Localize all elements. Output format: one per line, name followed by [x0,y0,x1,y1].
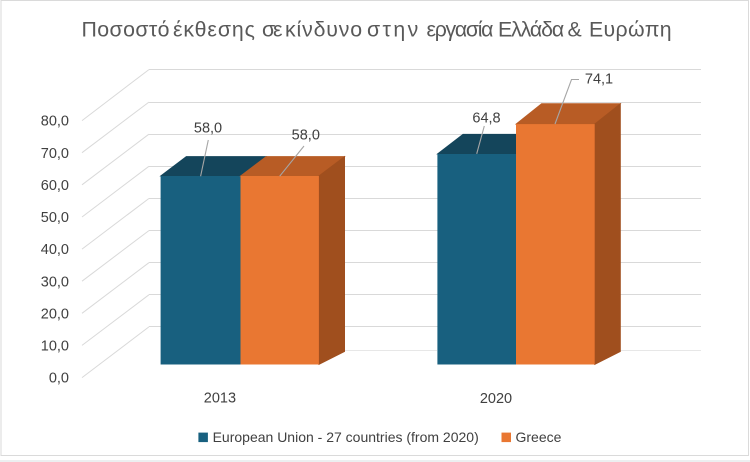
svg-text:στην: στην [367,17,421,41]
svg-text:&: & [568,17,582,41]
svg-text:κίνδυνο: κίνδυνο [285,17,363,41]
svg-text:0,0: 0,0 [49,371,69,387]
svg-text:Ευρώπη: Ευρώπη [589,17,672,41]
svg-text:Ελλάδα: Ελλάδα [498,17,564,41]
svg-text:εργασία: εργασία [427,17,494,41]
svg-text:80,0: 80,0 [41,114,69,130]
svg-text:64,8: 64,8 [472,111,500,127]
svg-text:20,0: 20,0 [41,306,69,322]
svg-text:58,0: 58,0 [194,120,222,136]
svg-text:70,0: 70,0 [41,146,69,162]
svg-text:European Union - 27 countries: European Union - 27 countries (from 2020… [213,429,479,445]
svg-text:50,0: 50,0 [41,210,69,226]
svg-text:10,0: 10,0 [41,339,69,355]
svg-text:60,0: 60,0 [41,178,69,194]
svg-text:σε: σε [262,17,283,41]
svg-text:έκθεσης: έκθεσης [173,17,256,41]
svg-text:74,1: 74,1 [585,72,613,88]
svg-text:Ποσοστό: Ποσοστό [82,17,170,41]
svg-text:30,0: 30,0 [41,274,69,290]
svg-text:40,0: 40,0 [41,242,69,258]
svg-text:2020: 2020 [480,391,512,407]
svg-text:Greece: Greece [516,429,562,445]
svg-text:58,0: 58,0 [292,127,320,143]
svg-text:2013: 2013 [204,391,236,407]
